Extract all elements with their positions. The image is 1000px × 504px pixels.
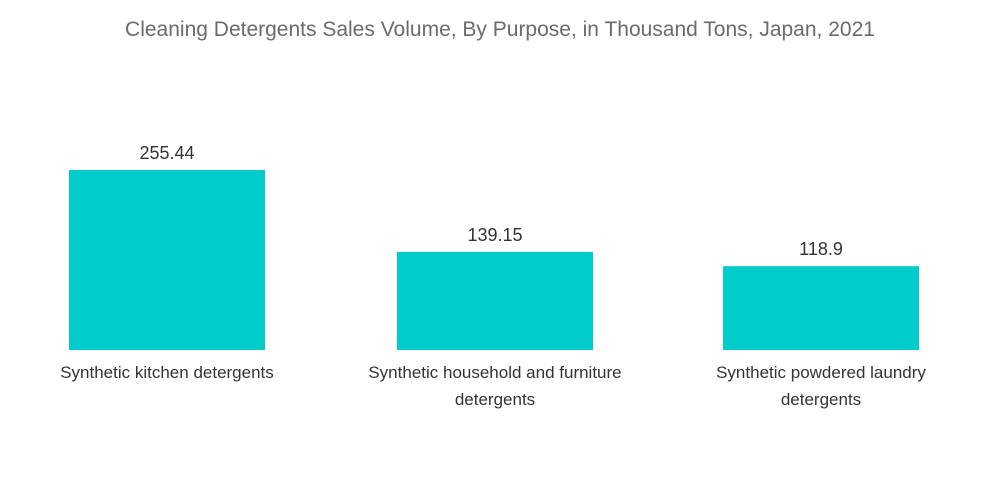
bars-layer [69,170,919,350]
category-label-3-line-1: Synthetic powdered laundry [716,363,926,382]
category-labels-layer: Synthetic kitchen detergents Synthetic ho… [60,363,926,409]
category-label-2-line-2: detergents [455,390,535,409]
chart-title: Cleaning Detergents Sales Volume, By Pur… [125,18,875,41]
category-label-2-line-1: Synthetic household and furniture [368,363,621,382]
bar-3 [723,266,919,350]
value-labels-layer: 255.44 139.15 118.9 [139,143,842,259]
category-label-3-line-2: detergents [781,390,861,409]
value-label-1: 255.44 [139,143,194,163]
value-label-3: 118.9 [799,239,843,259]
value-label-2: 139.15 [467,225,522,245]
bar-1 [69,170,265,350]
category-label-1: Synthetic kitchen detergents [60,363,274,382]
bar-2 [397,251,593,350]
